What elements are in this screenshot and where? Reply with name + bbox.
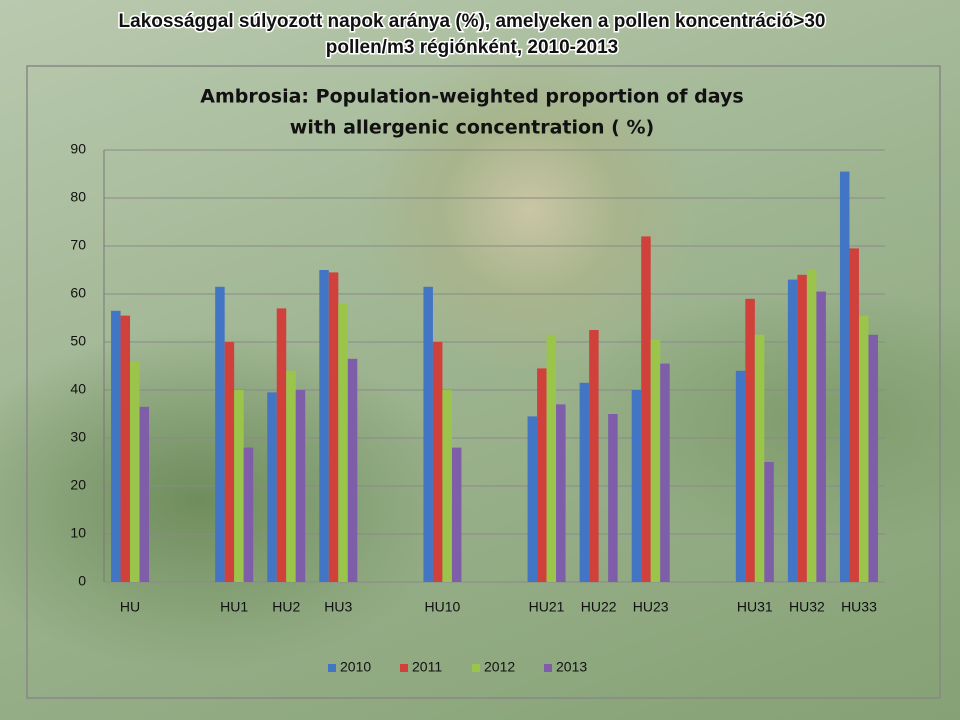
bar [735, 370, 746, 582]
bar [631, 390, 642, 582]
bar [432, 342, 443, 582]
x-tick-label: HU31 [737, 599, 773, 615]
bar [130, 361, 140, 582]
bar [111, 310, 121, 582]
bar [579, 382, 590, 582]
legend-swatch [544, 664, 552, 672]
legend-swatch [400, 664, 408, 672]
y-tick-label: 80 [70, 189, 86, 205]
x-tick-label: HU32 [789, 599, 825, 615]
y-tick-label: 90 [70, 141, 86, 157]
bar [660, 363, 670, 582]
bar [650, 339, 661, 582]
bar [641, 236, 651, 582]
x-tick-label: HU23 [633, 599, 669, 615]
bar [319, 270, 329, 582]
y-tick-label: 50 [70, 333, 86, 349]
bar [527, 416, 538, 582]
chart-title: Ambrosia: Population-weighted proportion… [200, 86, 743, 108]
y-tick-label: 10 [70, 525, 86, 541]
y-tick-label: 40 [70, 381, 86, 397]
x-tick-label: HU10 [425, 599, 461, 615]
bar [139, 406, 150, 582]
bar [556, 404, 566, 582]
bar [347, 358, 358, 582]
bar [537, 368, 547, 582]
legend-label: 2012 [484, 659, 515, 675]
bar [338, 303, 348, 582]
bar [764, 462, 774, 582]
bar [224, 342, 235, 582]
bar [745, 298, 755, 582]
bar [787, 279, 798, 582]
bar [806, 270, 817, 582]
bar [754, 334, 765, 582]
bar [215, 286, 225, 582]
slide-title: pollen/m3 régiónként, 2010-2013 [326, 37, 619, 58]
bar [797, 274, 807, 582]
legend-label: 2013 [556, 659, 587, 675]
bar [442, 390, 452, 582]
bar [546, 334, 557, 582]
chart-frame [26, 65, 941, 699]
x-tick-label: HU3 [324, 599, 352, 615]
x-tick-label: HU [120, 599, 140, 615]
bar [286, 370, 296, 582]
slide-title: Lakossággal súlyozott napok aránya (%), … [119, 11, 826, 32]
legend-swatch [328, 664, 336, 672]
bar [328, 272, 339, 582]
bar [816, 291, 826, 582]
bar [243, 447, 254, 582]
bar [589, 330, 599, 582]
y-tick-label: 0 [78, 573, 86, 589]
bar [267, 392, 277, 582]
x-tick-label: HU21 [529, 599, 565, 615]
x-tick-label: HU33 [841, 599, 877, 615]
bar [839, 171, 850, 582]
bar [120, 315, 131, 582]
x-tick-label: HU2 [272, 599, 300, 615]
bar [423, 286, 433, 582]
x-tick-label: HU22 [581, 599, 617, 615]
bar [295, 390, 306, 582]
y-tick-label: 20 [70, 477, 86, 493]
chart-title: with allergenic concentration ( %) [290, 117, 654, 139]
legend-swatch [472, 664, 480, 672]
bar [608, 414, 618, 582]
bar [234, 390, 244, 582]
bar [849, 248, 859, 582]
y-tick-label: 60 [70, 285, 86, 301]
bar [858, 315, 869, 582]
bar [868, 334, 878, 582]
bar [451, 447, 462, 582]
legend-label: 2010 [340, 659, 371, 675]
x-tick-label: HU1 [220, 599, 248, 615]
legend-label: 2011 [412, 659, 442, 675]
bar [276, 308, 287, 582]
y-tick-label: 70 [70, 237, 86, 253]
y-tick-label: 30 [70, 429, 86, 445]
